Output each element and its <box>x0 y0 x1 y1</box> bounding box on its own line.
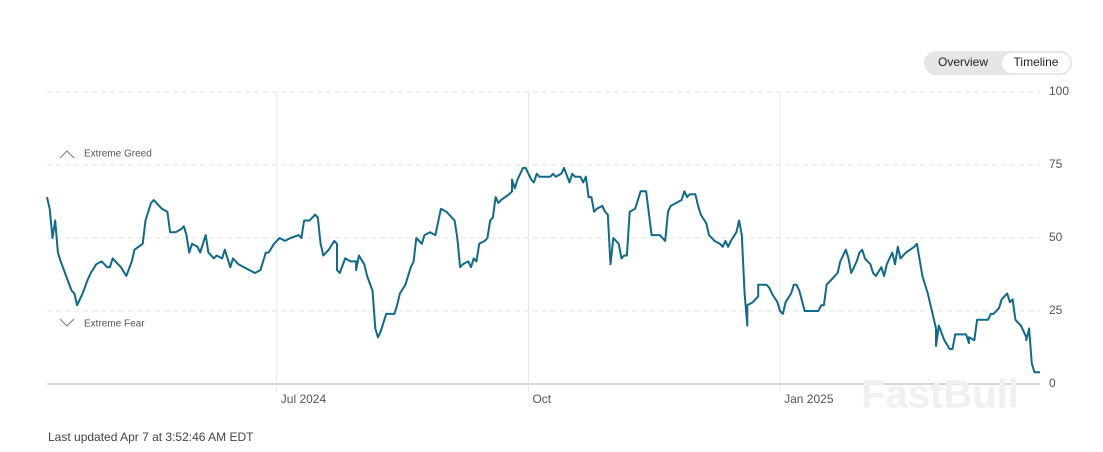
y-tick-label: 0 <box>1049 376 1056 390</box>
annotation: Extreme Fear <box>84 319 145 330</box>
y-tick-label: 100 <box>1049 84 1069 98</box>
y-tick-label: 75 <box>1049 157 1063 171</box>
y-tick-label: 50 <box>1049 230 1063 244</box>
x-tick-label: Oct <box>532 392 551 406</box>
line <box>46 166 1040 374</box>
timeline-button[interactable]: Timeline <box>1014 55 1059 69</box>
chevron-up <box>59 150 75 159</box>
x-tick-label: Jul 2024 <box>281 392 327 406</box>
chevron-down <box>59 318 75 327</box>
y-tick-label: 25 <box>1049 303 1063 317</box>
watermark: FastBull <box>861 373 1019 417</box>
footer: Last updated Apr 7 at 3:52:46 AM EDT <box>48 430 254 444</box>
x-tick-label: Jan 2025 <box>784 392 834 406</box>
toggle-active <box>1002 53 1070 73</box>
overview-button[interactable]: Overview <box>938 55 988 69</box>
annotation: Extreme Greed <box>84 149 152 160</box>
